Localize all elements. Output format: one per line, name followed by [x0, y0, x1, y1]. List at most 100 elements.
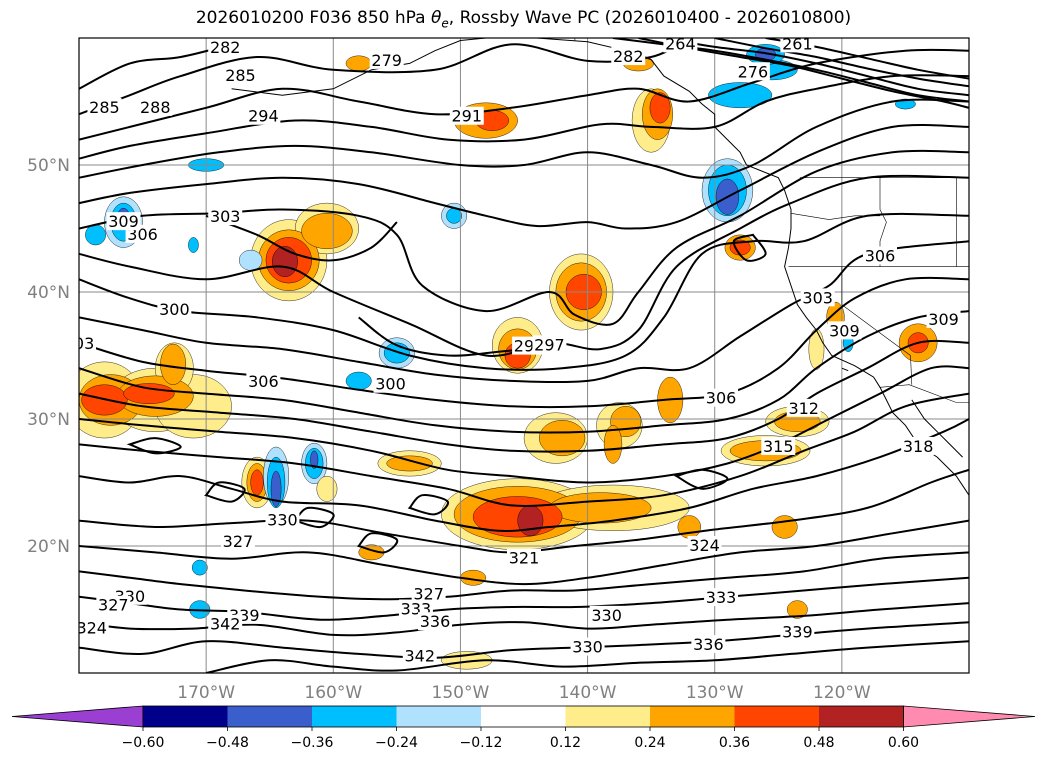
colorbar-tick-label-4: −0.12 — [460, 735, 503, 751]
contour-label-bg-29 — [507, 548, 541, 567]
colorbar-swatch-8 — [734, 706, 819, 727]
contour-label-bg-37 — [691, 635, 726, 654]
lon-tick-label-2: 150°W — [432, 683, 490, 703]
contour-label-22: 300 — [375, 375, 406, 394]
contour-label-21: 306 — [248, 372, 279, 391]
contour-label-bg-30 — [687, 536, 722, 554]
contour-label-29: 321 — [509, 549, 540, 568]
contour-label-bg-24 — [786, 398, 821, 417]
contour-label-bg-43 — [96, 595, 131, 614]
anomaly-shade-58 — [603, 425, 623, 464]
contour-label-9: 294 — [248, 107, 279, 126]
colorbar-tick-label-6: 0.24 — [634, 735, 665, 751]
theta-e-contour-4 — [79, 98, 969, 179]
contour-label-41: 342 — [210, 615, 241, 634]
closed-contour-1 — [204, 481, 246, 503]
anomaly-shade-19 — [649, 92, 671, 124]
anomaly-shade-29 — [549, 492, 652, 524]
contour-label-bg-4 — [663, 38, 698, 53]
closed-contour-4 — [293, 506, 335, 529]
contour-label-2: 279 — [371, 51, 402, 70]
contour-label-bg-26 — [901, 436, 936, 455]
title-suffix: , Rossby Wave PC (2026010400 - 202601080… — [448, 8, 852, 28]
contour-label-bg-45 — [79, 334, 96, 353]
anomaly-shade-14 — [272, 246, 298, 277]
anomaly-shade-51 — [771, 515, 798, 539]
contour-label-bg-38 — [570, 637, 605, 656]
colorbar: −0.60 −0.48 −0.36 −0.24 −0.12 0.12 0.24 0.36 0.4… — [11, 705, 1036, 751]
map-title: 2026010200 F036 850 hPa θe, Rossby Wave … — [0, 8, 1047, 30]
border-7 — [910, 355, 913, 385]
coastline-2 — [911, 399, 963, 458]
colorbar-swatch-2 — [227, 706, 312, 727]
contour-label-19: 306 — [865, 246, 896, 265]
anomaly-shade-85 — [191, 559, 208, 576]
contour-label-24: 312 — [788, 399, 819, 418]
contour-label-0: 282 — [210, 38, 241, 57]
theta-e-contour-14 — [79, 392, 969, 507]
colorbar-extend-max — [903, 705, 1036, 728]
contour-label-4: 264 — [665, 34, 696, 53]
contour-label-18: 309 — [829, 321, 860, 340]
contour-label-bg-11 — [208, 207, 243, 226]
theta-e-contour-8 — [79, 212, 969, 371]
closed-contour-0 — [126, 437, 182, 455]
contour-label-bg-17 — [800, 288, 835, 307]
closed-contour-2 — [673, 468, 729, 490]
theta-e-contour-13 — [79, 365, 969, 484]
contour-label-bg-5 — [780, 38, 815, 53]
theta-e-contour-22 — [205, 640, 969, 673]
contour-label-30: 324 — [689, 536, 720, 555]
colorbar-tick-label-3: −0.24 — [375, 735, 418, 751]
colorbar-swatch-5 — [481, 706, 566, 727]
lon-tick-label-4: 130°W — [686, 683, 744, 703]
anomaly-shade-12 — [301, 213, 353, 250]
contour-label-bg-35 — [704, 588, 739, 607]
contour-label-43: 327 — [98, 596, 129, 615]
contour-label-7: 285 — [89, 98, 120, 117]
closed-contour-5 — [356, 532, 399, 554]
lon-tick-label-5: 120°W — [813, 683, 871, 703]
colorbar-swatch-4 — [396, 706, 481, 727]
contour-label-14: 300 — [159, 300, 190, 319]
contour-label-1: 285 — [225, 66, 256, 85]
contour-label-bg-34 — [589, 605, 624, 624]
map-frame — [78, 37, 970, 674]
contour-label-bg-31 — [411, 584, 446, 603]
contour-label-bg-13 — [106, 212, 141, 231]
lat-tick-label-0: 50°N — [27, 156, 70, 176]
theta-e-contour-5 — [79, 124, 969, 230]
colorbar-frame — [142, 705, 904, 728]
contour-label-bg-16 — [532, 335, 567, 354]
contour-label-33: 336 — [420, 612, 451, 631]
contour-label-3: 282 — [613, 47, 644, 66]
theta-e-contour-17 — [79, 519, 969, 586]
theta-e-contour-3 — [79, 74, 969, 160]
contour-label-bg-2 — [369, 50, 404, 69]
theta-e-contour-12 — [79, 339, 969, 453]
colorbar-swatch-1 — [143, 706, 228, 727]
lon-tick-label-3: 140°W — [559, 683, 617, 703]
title-subscript: e — [441, 16, 449, 31]
contour-label-bg-39 — [402, 646, 437, 665]
anomaly-shade-56 — [345, 55, 372, 72]
anomaly-shade-6 — [160, 343, 187, 385]
contour-label-bg-0 — [208, 38, 243, 57]
border-4 — [841, 266, 911, 356]
title-theta: θ — [431, 8, 442, 28]
contour-label-17: 303 — [802, 288, 833, 307]
colorbar-swatch-6 — [565, 706, 650, 727]
contour-label-6: 276 — [738, 62, 769, 81]
contour-label-5: 261 — [782, 34, 813, 53]
anomaly-shade-89 — [188, 237, 199, 253]
anomaly-shade-88 — [238, 249, 263, 271]
contour-label-16: 297 — [534, 335, 565, 354]
contour-label-bg-9 — [246, 106, 281, 125]
coastline-3 — [841, 367, 849, 372]
theta-e-contour-29 — [205, 214, 398, 262]
contour-label-39: 342 — [404, 646, 435, 665]
contour-label-45: 303 — [64, 334, 95, 353]
anomaly-shade-49 — [386, 455, 433, 472]
lat-tick-label-3: 20°N — [27, 537, 70, 557]
